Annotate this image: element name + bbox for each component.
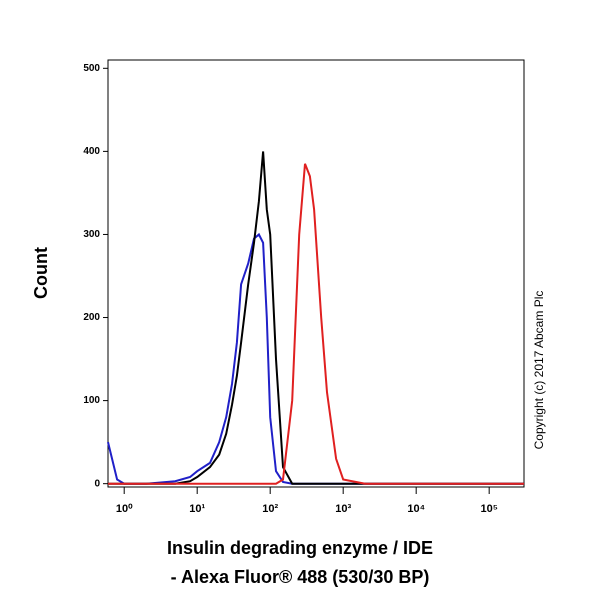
y-tick-label: 100 [83,395,100,406]
y-axis-label: Count [31,247,51,299]
x-tick-label: 10² [262,503,278,515]
histogram-line [108,163,524,485]
x-axis-label: - Alexa Fluor® 488 (530/30 BP) [171,567,430,587]
x-tick-label: 10⁰ [116,503,133,515]
x-tick-label: 10⁴ [407,503,425,515]
y-tick-label: 0 [94,478,100,489]
histogram-line [107,232,524,485]
histogram-line [108,151,524,485]
x-tick-label: 10³ [335,503,351,515]
y-tick-label: 500 [83,63,100,74]
x-tick-label: 10⁵ [480,503,497,515]
x-tick-label: 10¹ [189,503,205,515]
y-tick-label: 200 [83,312,100,323]
y-tick-label: 400 [83,146,100,157]
copyright: Copyright (c) 2017 Abcam Plc [532,291,546,450]
x-axis-label: Insulin degrading enzyme / IDE [167,538,433,558]
plot-frame [107,59,525,488]
y-tick-label: 300 [83,229,100,240]
